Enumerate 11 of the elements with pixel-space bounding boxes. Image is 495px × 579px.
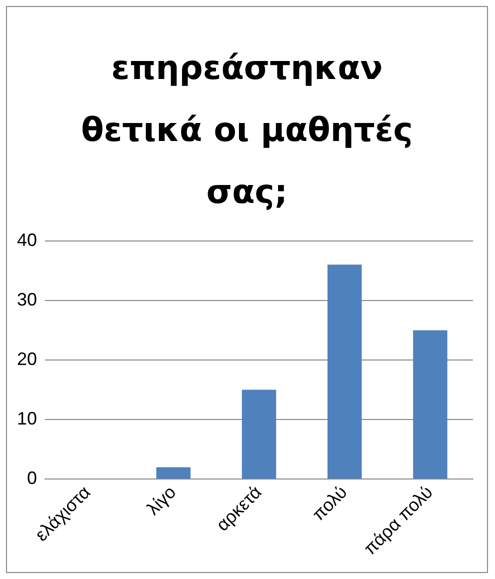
chart-title: επηρεάστηκαν θετικά οι μαθητές σας; [80, 47, 414, 213]
y-tick-label: 40 [16, 230, 38, 250]
y-tick-label: 0 [27, 468, 38, 488]
bar [242, 390, 276, 479]
bar [327, 264, 362, 479]
y-tick-label: 10 [16, 408, 38, 429]
y-tick-label: 20 [16, 348, 38, 369]
bar [156, 467, 191, 479]
x-tick-label: λίγο [142, 482, 180, 519]
bar [413, 330, 448, 479]
y-tick-label: 30 [16, 289, 38, 310]
